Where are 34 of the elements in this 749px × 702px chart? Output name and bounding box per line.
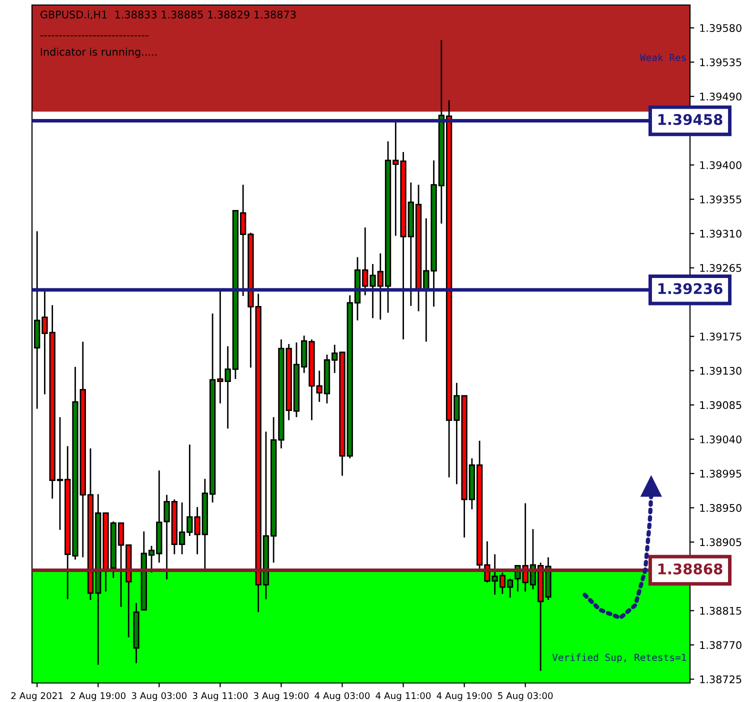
- y-tick-label: 1.39130: [700, 366, 742, 375]
- y-tick-label: 1.39400: [700, 161, 742, 170]
- x-tick-label: 4 Aug 19:00: [436, 692, 492, 701]
- x-tick-label: 3 Aug 03:00: [132, 692, 187, 701]
- y-tick-label: 1.38770: [700, 641, 742, 650]
- y-tick-label: 1.38725: [700, 675, 742, 684]
- y-tick-label: 1.39175: [700, 332, 742, 340]
- x-tick-label: 3 Aug 19:00: [254, 692, 309, 701]
- y-tick-label: 1.39265: [700, 264, 742, 272]
- chart-title: GBPUSD.i,H1 1.38833 1.38885 1.38829 1.38873: [40, 10, 296, 20]
- y-tick-label: 1.39355: [700, 195, 742, 204]
- x-tick-label: 5 Aug 03:00: [498, 692, 553, 701]
- annotation: Indicator is running.....: [40, 48, 156, 58]
- x-tick-label: 2 Aug 19:00: [70, 692, 126, 701]
- ref-line-label: 1.39236: [658, 283, 722, 294]
- y-tick-label: 1.39535: [700, 58, 742, 66]
- ref-line-label: 1.39458: [658, 114, 722, 126]
- annotation: -----------------------------: [40, 35, 148, 36]
- y-tick-label: 1.38995: [700, 470, 742, 478]
- y-tick-label: 1.39490: [700, 92, 742, 101]
- x-tick-label: 4 Aug 03:00: [314, 692, 370, 701]
- y-tick-label: 1.38950: [700, 504, 742, 512]
- y-tick-label: 1.39310: [700, 230, 742, 238]
- x-tick-label: 2 Aug 2021: [11, 692, 63, 701]
- y-tick-label: 1.39040: [700, 435, 742, 444]
- y-tick-label: 1.38905: [700, 538, 742, 546]
- y-tick-label: 1.39580: [700, 24, 742, 32]
- y-tick-label: 1.38815: [700, 606, 742, 615]
- ref-line-label: 1.38868: [658, 563, 722, 574]
- band-label: Weak Res: [640, 54, 686, 62]
- x-tick-label: 4 Aug 11:00: [376, 692, 431, 701]
- x-tick-label: 3 Aug 11:00: [192, 692, 248, 701]
- band-label: Verified Sup, Retests=1: [552, 654, 686, 663]
- y-tick-label: 1.39085: [700, 401, 742, 410]
